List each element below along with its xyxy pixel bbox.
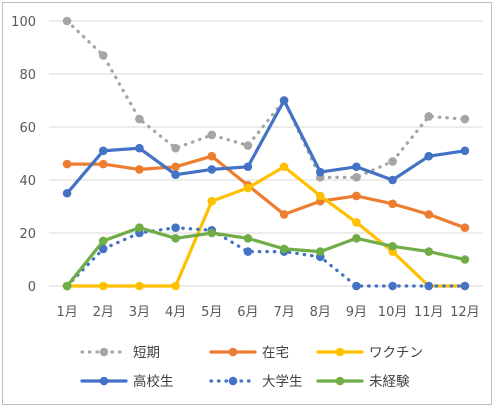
series-6-point-4 — [171, 234, 180, 243]
series-5-point-9 — [352, 281, 361, 291]
y-tick-label-100: 100 — [11, 15, 36, 30]
series-line-4 — [65, 98, 467, 195]
series-4-point-5 — [207, 165, 217, 174]
series-6-point-10 — [388, 241, 397, 251]
series-line-5 — [65, 226, 467, 288]
x-tick-label-8: 8月 — [310, 305, 331, 320]
series-6-point-2 — [98, 236, 108, 246]
legend-label-4: 高校生 — [133, 373, 174, 390]
x-tick-label-5: 5月 — [201, 305, 222, 320]
series-1-point-6 — [243, 141, 253, 150]
series-3-point-6 — [243, 183, 253, 193]
series-4-point-7 — [279, 96, 289, 105]
legend-marker-5 — [228, 376, 238, 386]
series-line-2 — [65, 154, 467, 230]
legend-marker-6 — [335, 376, 345, 386]
series-1-point-5 — [207, 130, 217, 140]
legend-label-1: 短期 — [133, 345, 160, 361]
series-4-point-10 — [388, 175, 397, 185]
series-5-point-11 — [424, 281, 434, 291]
x-tick-label-3: 3月 — [129, 305, 150, 320]
series-5-point-12 — [460, 281, 470, 291]
y-tick-label-40: 40 — [19, 174, 36, 189]
series-3-point-8 — [315, 191, 325, 201]
series-2-point-12 — [460, 223, 470, 232]
series-1-point-10 — [388, 157, 397, 166]
legend-label-5: 大学生 — [262, 374, 303, 390]
series-6-point-6 — [243, 234, 253, 243]
series-6-point-11 — [424, 247, 434, 256]
y-tick-label-20: 20 — [19, 227, 36, 242]
series-3-point-3 — [135, 281, 144, 291]
series-2-point-7 — [279, 210, 289, 219]
series-6-point-1 — [62, 281, 72, 291]
x-tick-label-12: 12月 — [450, 305, 480, 320]
series-1-point-12 — [460, 114, 470, 124]
x-tick-label-10: 10月 — [378, 305, 408, 320]
series-3-point-7 — [279, 162, 289, 172]
series-2-point-4 — [171, 162, 180, 172]
series-1-point-1 — [62, 16, 72, 26]
chart-frame — [2, 2, 492, 405]
series-2-point-10 — [388, 199, 397, 209]
legend-marker-3 — [335, 347, 345, 357]
x-tick-label-4: 4月 — [165, 305, 186, 320]
legend-marker-2 — [228, 347, 238, 357]
y-tick-label-0: 0 — [28, 280, 36, 295]
series-4-point-6 — [243, 162, 253, 172]
series-4-point-9 — [352, 162, 361, 172]
series-1-point-3 — [135, 114, 144, 124]
y-tick-label-60: 60 — [19, 121, 36, 136]
series-3-point-5 — [207, 196, 217, 206]
series-4-point-8 — [315, 167, 325, 177]
x-tick-label-2: 2月 — [93, 305, 114, 320]
series-6-point-5 — [207, 228, 217, 238]
series-4-point-11 — [424, 151, 434, 161]
series-4-point-12 — [460, 146, 470, 156]
series-line-6 — [65, 226, 467, 288]
series-4-point-1 — [62, 188, 72, 198]
series-2-point-1 — [62, 159, 72, 169]
x-tick-label-11: 11月 — [414, 305, 444, 320]
series-2-point-3 — [135, 165, 144, 174]
series-1-point-2 — [98, 51, 108, 60]
series-4-point-4 — [171, 170, 180, 179]
series-2-point-11 — [424, 210, 434, 219]
series-3-point-9 — [352, 218, 361, 227]
series-5-point-4 — [171, 223, 180, 232]
x-tick-label-1: 1月 — [56, 305, 77, 320]
series-6-point-12 — [460, 255, 470, 264]
series-5-point-10 — [388, 281, 397, 291]
legend-label-6: 未経験 — [369, 374, 410, 390]
series-6-point-7 — [279, 244, 289, 254]
series-3-point-2 — [98, 281, 108, 291]
series-6-point-3 — [135, 223, 144, 232]
x-tick-label-6: 6月 — [237, 305, 258, 320]
series-4-point-2 — [98, 146, 108, 156]
series-6-point-9 — [352, 234, 361, 243]
series-line-3 — [65, 165, 467, 288]
series-1-point-11 — [424, 112, 434, 121]
series-1-point-4 — [171, 143, 180, 153]
legend-marker-4 — [99, 376, 109, 386]
x-tick-label-7: 7月 — [273, 305, 294, 320]
y-tick-label-80: 80 — [19, 68, 36, 83]
series-5-point-6 — [243, 247, 253, 256]
series-4-point-3 — [135, 143, 144, 153]
legend-label-2: 在宅 — [262, 345, 289, 361]
series-line-1 — [65, 19, 467, 179]
series-2-point-5 — [207, 151, 217, 161]
series-2-point-2 — [98, 159, 108, 169]
series-2-point-9 — [352, 191, 361, 201]
legend-label-3: ワクチン — [369, 345, 423, 361]
legend-marker-1 — [99, 347, 109, 357]
series-1-point-9 — [352, 173, 361, 182]
x-tick-label-9: 9月 — [346, 305, 367, 320]
series-3-point-4 — [171, 281, 180, 291]
series-5-point-2 — [98, 244, 108, 254]
series-6-point-8 — [315, 247, 325, 256]
